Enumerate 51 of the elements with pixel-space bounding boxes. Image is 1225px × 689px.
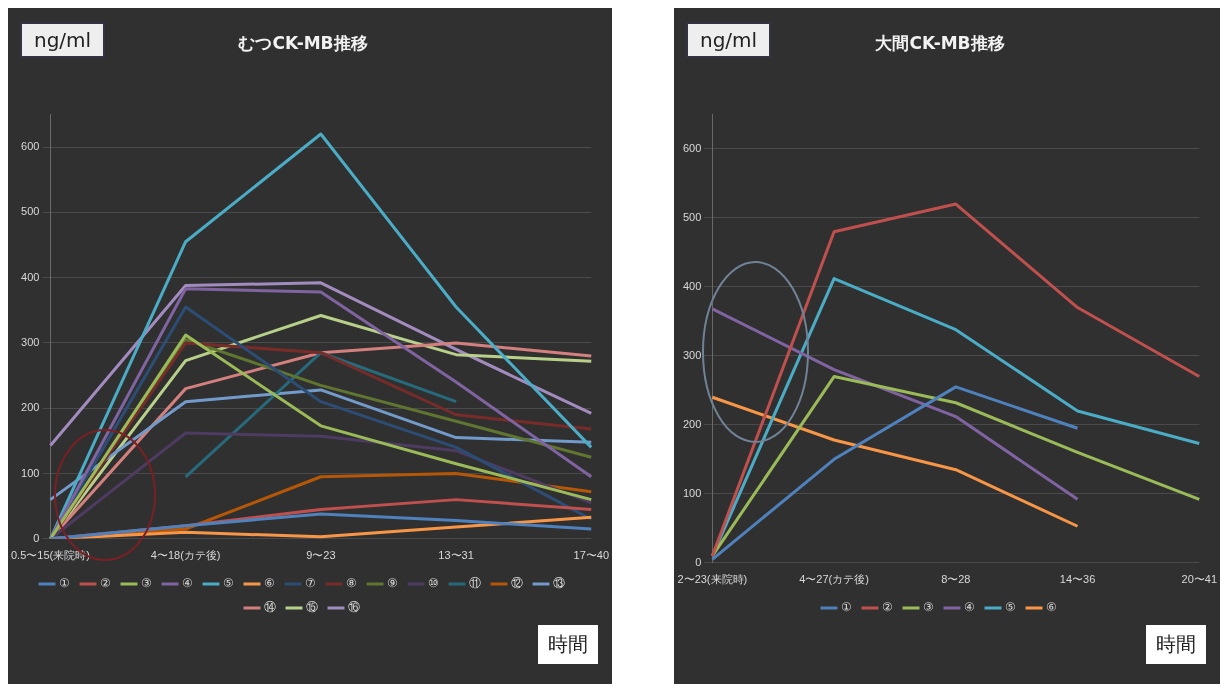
y-tick-label: 400 [682, 279, 702, 292]
y-tick-label: 300 [21, 335, 40, 348]
y-axis-title: ng/ml [686, 22, 772, 58]
legend-label: ⑤ [223, 576, 234, 591]
legend-label: ⑥ [1046, 600, 1057, 615]
y-tick-label: 400 [21, 270, 40, 283]
x-tick-label: 14〜36 [1059, 573, 1096, 586]
legend-label: ④ [964, 600, 975, 615]
legend-label: ① [59, 576, 70, 591]
legend-label: ⑦ [305, 576, 316, 591]
legend-label: ⑩ [428, 576, 439, 591]
legend-label: ⑯ [348, 600, 360, 615]
legend-label: ⑧ [346, 576, 357, 591]
y-tick-label: 500 [682, 210, 702, 223]
x-tick-label: 9〜23 [306, 549, 336, 562]
x-tick-label: 20〜41 [1181, 573, 1218, 586]
y-tick-label: 0 [695, 555, 702, 568]
legend-label: ⑭ [264, 600, 276, 615]
legend-label: ① [841, 600, 852, 615]
legend-label: ⑥ [264, 576, 275, 591]
chart-title: むつCK-MB推移 [238, 32, 368, 53]
legend-label: ⑪ [469, 576, 481, 591]
y-tick-label: 200 [21, 401, 40, 414]
legend-label: ③ [141, 576, 152, 591]
legend-label: ⑬ [553, 576, 565, 591]
x-tick-label: 8〜28 [941, 573, 971, 586]
legend-label: ⑤ [1005, 600, 1016, 615]
legend-label: ③ [923, 600, 934, 615]
y-tick-label: 200 [682, 417, 702, 430]
y-tick-label: 0 [33, 531, 40, 544]
y-tick-label: 100 [21, 466, 40, 479]
x-tick-label: 2〜23(来院時) [677, 573, 748, 586]
x-tick-label: 4〜27(カテ後) [799, 573, 869, 586]
legend-label: ⑨ [387, 576, 398, 591]
x-tick-label: 13〜31 [438, 549, 474, 562]
y-tick-label: 600 [682, 141, 702, 154]
x-axis-title: 時間 [1146, 625, 1206, 664]
legend-label: ② [882, 600, 893, 615]
y-tick-label: 300 [682, 348, 702, 361]
legend-label: ② [100, 576, 111, 591]
x-tick-label: 17〜40 [573, 549, 610, 562]
y-axis-title: ng/ml [20, 22, 106, 58]
legend-label: ④ [182, 576, 193, 591]
x-tick-label: 4〜18(カテ後) [150, 549, 221, 562]
y-tick-label: 500 [21, 205, 40, 218]
legend-label: ⑫ [511, 576, 523, 591]
chart-title: 大間CK-MB推移 [875, 32, 1005, 53]
y-tick-label: 600 [21, 140, 40, 153]
y-tick-label: 100 [682, 486, 702, 499]
legend-label: ⑮ [306, 600, 318, 615]
x-axis-title: 時間 [538, 625, 598, 664]
